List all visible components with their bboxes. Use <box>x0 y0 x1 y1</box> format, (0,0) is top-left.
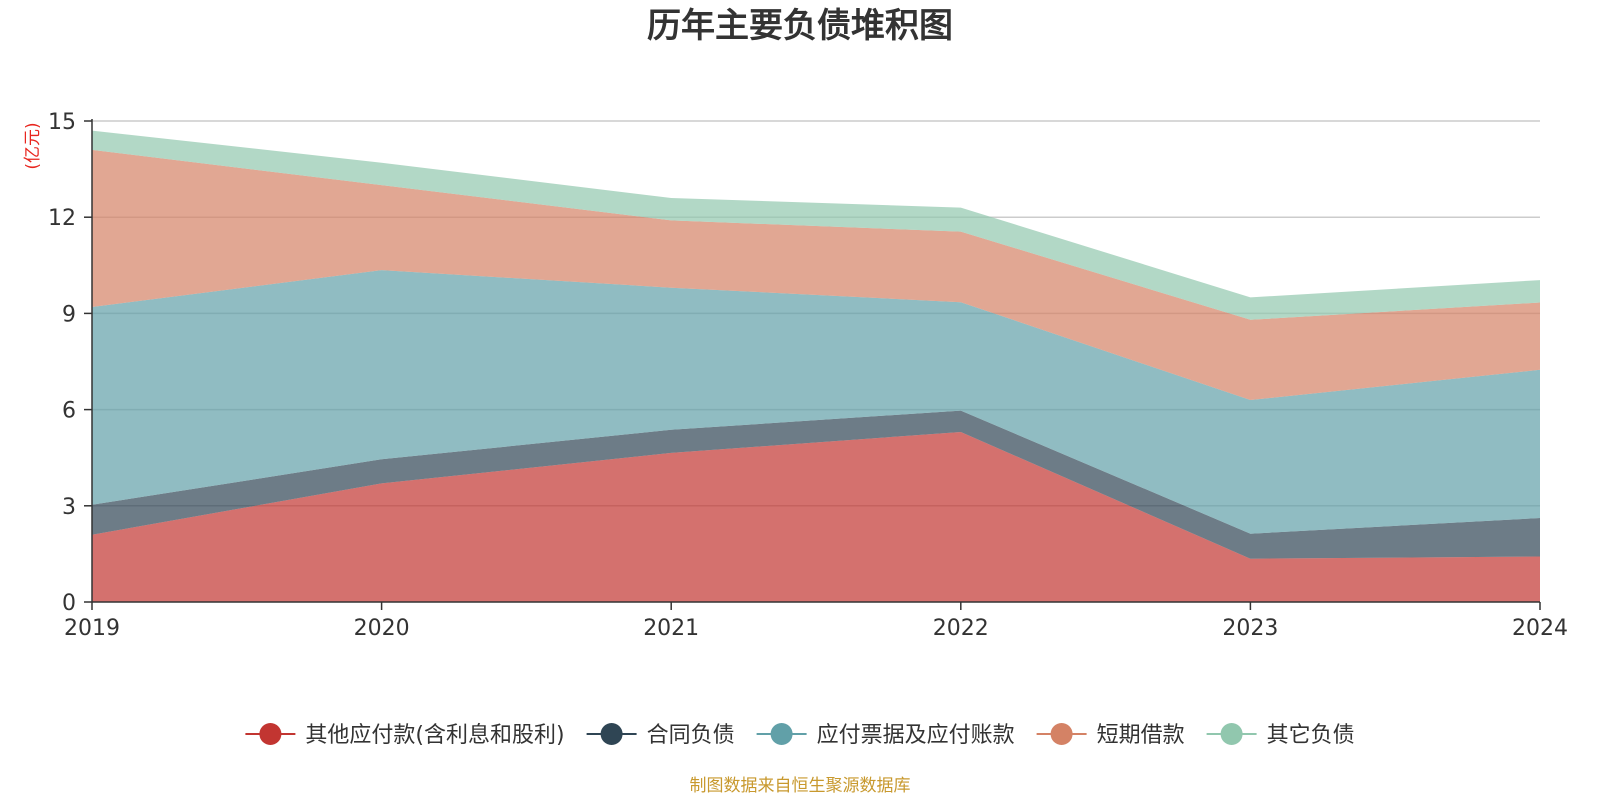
x-tick-label: 2019 <box>64 616 120 641</box>
y-tick-label: 6 <box>62 399 76 424</box>
legend-item-4: 其它负债 <box>1206 723 1355 748</box>
legend-marker-dot <box>600 723 623 745</box>
legend-item-1: 合同负债 <box>586 723 735 748</box>
legend-item-0: 其他应付款(含利息和股利) <box>245 723 565 748</box>
legend: 其他应付款(含利息和股利) 合同负债 应付票据及应付账款 短期借款 其它负债 <box>245 723 1355 748</box>
legend-marker-dot <box>1220 723 1243 745</box>
legend-label: 合同负债 <box>647 723 735 748</box>
legend-marker-dot <box>1050 723 1073 745</box>
legend-item-3: 短期借款 <box>1036 723 1185 748</box>
legend-item-2: 应付票据及应付账款 <box>756 723 1015 748</box>
legend-label: 应付票据及应付账款 <box>817 723 1015 748</box>
data-source-note: 制图数据来自恒生聚源数据库 <box>690 776 911 796</box>
x-tick-label: 2023 <box>1222 616 1278 641</box>
area-series-0 <box>92 432 1540 602</box>
legend-label: 其他应付款(含利息和股利) <box>305 723 564 748</box>
area-series-1 <box>92 410 1540 559</box>
y-tick-label: 9 <box>62 302 76 327</box>
y-tick-label: 12 <box>48 206 76 231</box>
legend-marker-dot <box>259 723 282 745</box>
area-series-4 <box>92 130 1540 320</box>
x-tick-label: 2020 <box>354 616 410 641</box>
legend-marker-dot <box>770 723 793 745</box>
y-tick-label: 0 <box>62 591 76 616</box>
x-tick-label: 2022 <box>933 616 989 641</box>
y-tick-label: 15 <box>48 110 76 135</box>
area-series-2 <box>92 270 1540 534</box>
y-axis-unit-label: (亿元) <box>23 122 43 169</box>
legend-label: 短期借款 <box>1097 723 1185 748</box>
axes: 0 3 6 9 12 15 2019 2020 2021 2022 2023 2024 <box>48 110 1568 641</box>
x-tick-label: 2021 <box>643 616 699 641</box>
area-series-3 <box>92 149 1540 400</box>
chart-title: 历年主要负债堆积图 <box>647 6 953 46</box>
legend-label: 其它负债 <box>1267 723 1355 748</box>
series-areas <box>92 130 1540 602</box>
x-tick-label: 2024 <box>1512 616 1568 641</box>
y-tick-label: 3 <box>62 495 76 520</box>
